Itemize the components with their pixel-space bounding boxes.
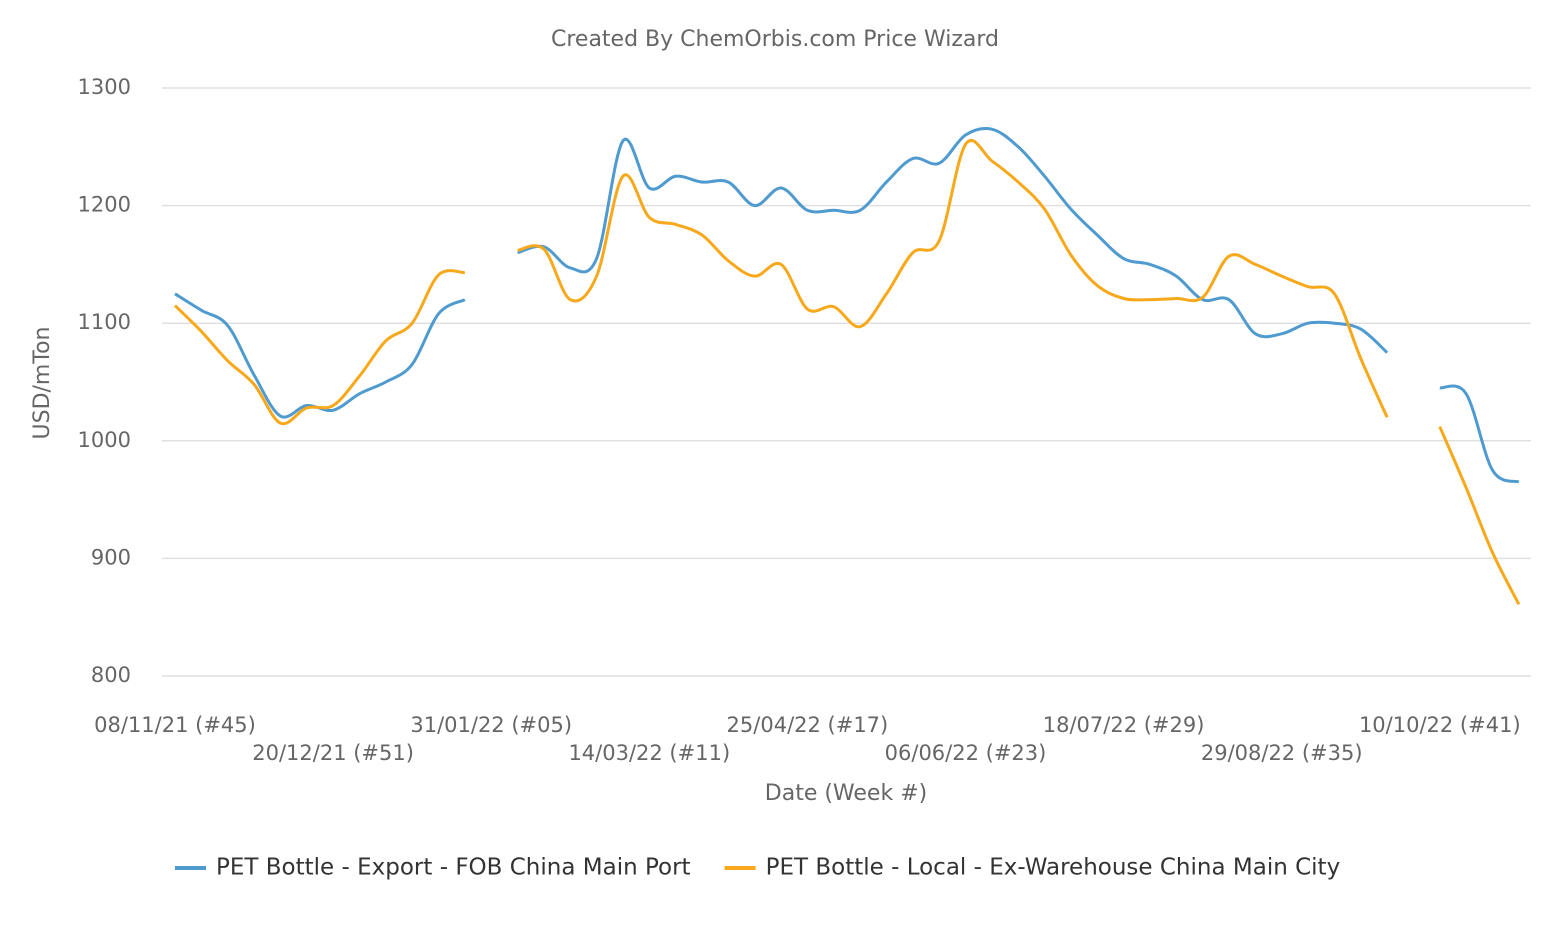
line-series <box>174 292 466 419</box>
line-series <box>1439 384 1520 484</box>
x-tick-label: 25/04/22 (#17) <box>727 713 889 737</box>
line-series <box>517 126 1389 354</box>
line-series <box>1438 426 1521 605</box>
y-tick-label: 1100 <box>78 310 131 334</box>
x-tick-label: 14/03/22 (#11) <box>568 741 730 765</box>
y-axis-label: USD/mTon <box>30 327 55 440</box>
legend-text: PET Bottle - Export - FOB China Main Por… <box>216 855 691 881</box>
x-tick-label: 10/10/22 (#41) <box>1359 713 1521 737</box>
chart-title: Created By ChemOrbis.com Price Wizard <box>551 27 999 52</box>
x-tick-label: 06/06/22 (#23) <box>885 741 1047 765</box>
x-tick-label: 29/08/22 (#35) <box>1201 741 1363 765</box>
y-tick-label: 900 <box>91 545 131 569</box>
x-tick-label: 31/01/22 (#05) <box>410 713 572 737</box>
x-axis-label: Date (Week #) <box>765 781 927 806</box>
legend-text: PET Bottle - Local - Ex-Warehouse China … <box>766 855 1341 881</box>
x-tick-label: 08/11/21 (#45) <box>94 713 256 737</box>
line-series <box>173 269 465 426</box>
y-tick-label: 800 <box>91 663 131 687</box>
y-tick-label: 1000 <box>78 428 131 452</box>
x-tick-label: 20/12/21 (#51) <box>252 741 414 765</box>
x-tick-label: 18/07/22 (#29) <box>1043 713 1205 737</box>
y-tick-label: 1300 <box>78 75 131 99</box>
y-tick-label: 1200 <box>78 193 131 217</box>
line-series <box>517 139 1389 418</box>
